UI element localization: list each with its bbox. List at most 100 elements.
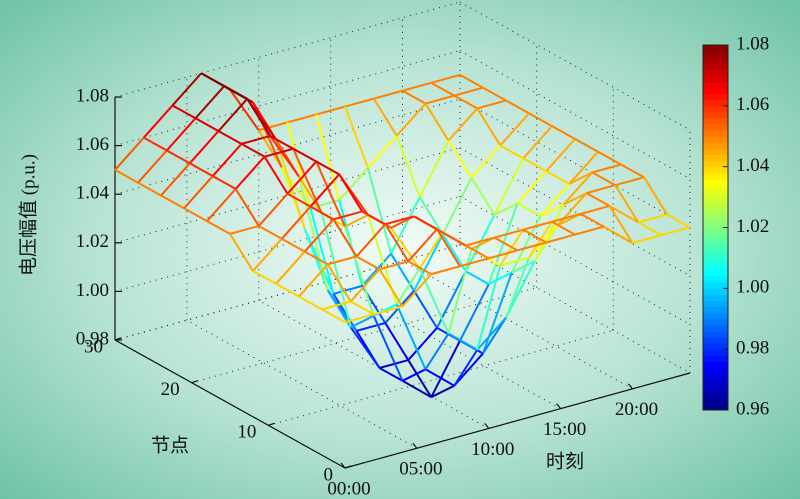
colorbar-band xyxy=(703,264,728,271)
mesh-edge xyxy=(350,300,375,316)
z-tick-label: 1.00 xyxy=(76,280,109,301)
mesh-edge xyxy=(402,89,426,105)
colorbar-tick-label: 0.98 xyxy=(736,338,769,359)
mesh-edge xyxy=(327,255,357,266)
x-tick-label: 15:00 xyxy=(543,419,586,440)
colorbar-band xyxy=(703,343,728,350)
colorbar-band xyxy=(703,349,728,356)
mesh-edge xyxy=(402,368,426,382)
colorbar-band xyxy=(703,111,728,119)
mesh-edge xyxy=(275,139,306,230)
mesh-edge xyxy=(609,205,639,224)
mesh-edge xyxy=(413,215,438,231)
mesh-edge xyxy=(390,227,421,270)
mesh-edge xyxy=(511,260,536,274)
mesh-edge xyxy=(580,204,610,215)
x-tick-label: 05:00 xyxy=(399,459,442,480)
mesh-edge xyxy=(372,98,398,137)
colorbar-band xyxy=(703,397,728,405)
mesh-edge xyxy=(453,352,484,387)
colorbar-band xyxy=(703,178,728,186)
x-tick xyxy=(628,383,633,390)
colorbar-band xyxy=(703,282,728,289)
mesh-edge xyxy=(586,184,616,195)
y-tick-label: 30 xyxy=(84,336,103,357)
z-tick-label: 1.08 xyxy=(76,85,109,106)
mesh-edge xyxy=(608,205,634,244)
mesh-edge xyxy=(407,260,432,276)
colorbar-band xyxy=(703,245,728,253)
colorbar-band xyxy=(703,276,728,283)
y-tick-label: 10 xyxy=(237,422,256,443)
mesh-edge xyxy=(286,122,312,209)
mesh-edge xyxy=(183,207,208,222)
colorbar-tick-label: 1.06 xyxy=(736,94,769,115)
mesh-edge xyxy=(137,149,168,184)
mesh-edge xyxy=(517,202,541,218)
colorbar-band xyxy=(703,105,728,113)
colorbar-band xyxy=(703,142,728,149)
mesh-edge xyxy=(418,268,450,334)
mesh-edge xyxy=(350,268,381,303)
mesh-edge xyxy=(459,257,490,268)
mesh-edge xyxy=(257,129,283,168)
mesh-edge xyxy=(499,144,524,160)
mesh-edge xyxy=(545,233,576,244)
mesh-edge xyxy=(551,212,582,223)
mesh-edge xyxy=(488,271,513,286)
mesh-edge xyxy=(333,210,363,221)
mesh-edge xyxy=(281,205,312,240)
mesh-edge xyxy=(373,305,403,316)
mesh-edge xyxy=(395,135,421,198)
mesh-edge xyxy=(465,236,495,247)
y-tick xyxy=(191,380,198,384)
mesh-edge xyxy=(166,117,197,152)
z-tick-label: 1.06 xyxy=(76,134,109,155)
mesh-edge xyxy=(269,135,294,150)
mesh-edge xyxy=(470,177,496,216)
mesh-edge xyxy=(666,213,691,229)
z-axis-label: 电压幅值 (p.u.) xyxy=(17,154,39,276)
colorbar-band xyxy=(703,45,728,52)
mesh-edge xyxy=(574,225,605,236)
mesh-edge xyxy=(476,317,507,351)
mesh-edge xyxy=(436,228,467,247)
mesh-edge xyxy=(171,72,202,107)
colorbar-band xyxy=(703,154,728,162)
mesh-edge xyxy=(436,228,461,267)
mesh-edge xyxy=(310,205,334,221)
mesh-edge xyxy=(298,176,323,215)
mesh-edge xyxy=(304,250,329,266)
mesh-edge xyxy=(338,173,364,212)
mesh-edge xyxy=(464,214,496,272)
mesh-edge xyxy=(430,81,455,97)
mesh-edge xyxy=(402,81,432,92)
mesh-edge xyxy=(379,260,409,271)
mesh-edge xyxy=(332,218,358,257)
mesh-edge xyxy=(441,177,473,235)
mesh-edge xyxy=(470,144,501,179)
colorbar-tick-label: 0.96 xyxy=(736,398,769,419)
mesh-edge xyxy=(505,260,536,319)
colorbar-band xyxy=(703,57,728,64)
mesh-edge xyxy=(407,228,438,263)
mesh-edge xyxy=(632,234,662,244)
mesh-edge xyxy=(229,233,254,272)
colorbar-tick-label: 1.00 xyxy=(736,277,769,298)
colorbar-band xyxy=(703,75,728,82)
mesh-edge xyxy=(298,295,323,311)
mesh-edge xyxy=(361,210,386,226)
mesh-edge xyxy=(620,163,645,179)
mesh-edge xyxy=(194,85,225,119)
mesh-edge xyxy=(143,104,174,139)
mesh-edge xyxy=(217,98,248,132)
mesh-edge xyxy=(372,315,404,382)
mesh-edge xyxy=(418,140,450,198)
mesh-edge xyxy=(637,213,668,224)
colorbar-band xyxy=(703,63,728,70)
mesh-edge xyxy=(494,236,518,252)
mesh-edge xyxy=(557,192,588,227)
colorbar-band xyxy=(703,318,728,326)
mesh-edge xyxy=(522,157,547,172)
colorbar-band xyxy=(703,391,728,399)
